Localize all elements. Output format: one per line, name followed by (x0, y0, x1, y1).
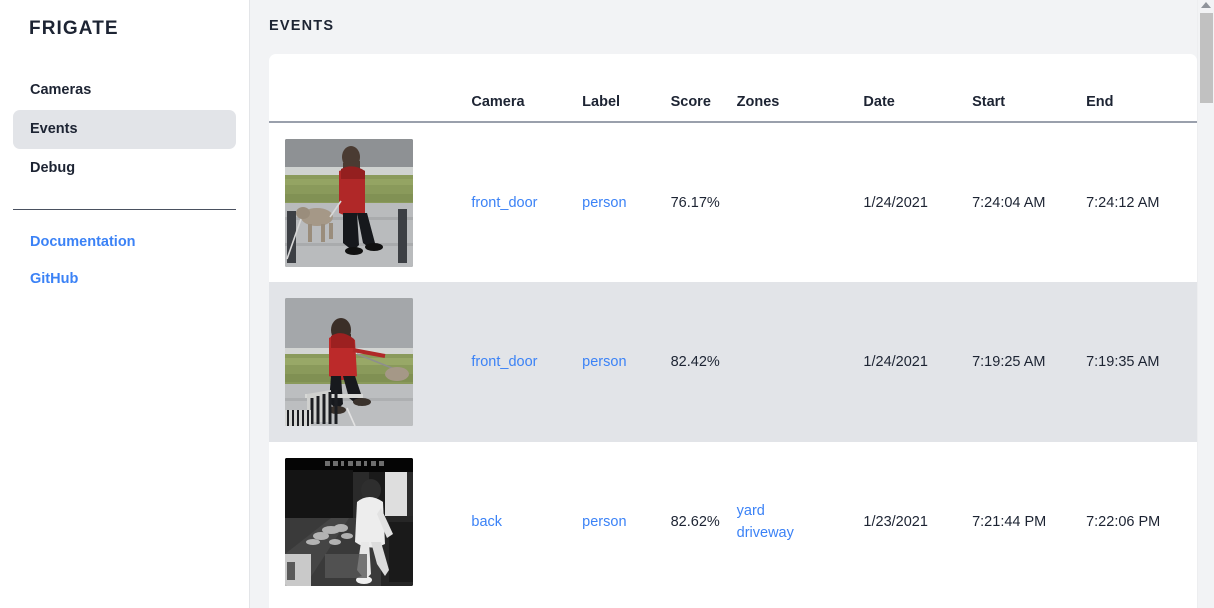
thumbnail-night-infrared-person (285, 458, 413, 586)
main-content: EVENTS Camera Label Score Zones Date Sta… (250, 0, 1214, 608)
sidebar-link-github[interactable]: GitHub (30, 271, 79, 287)
column-header-date[interactable]: Date (846, 54, 956, 123)
table-row[interactable]: front_door person 76.17% 1/24/2021 7:24:… (269, 122, 1197, 282)
event-date-cell: 1/24/2021 (846, 282, 956, 442)
sidebar-nav: Cameras Events Debug (0, 71, 249, 188)
event-label-cell[interactable]: person (565, 442, 653, 602)
event-camera-link[interactable]: front_door (471, 354, 538, 370)
sidebar-divider (13, 209, 236, 210)
table-header-row: Camera Label Score Zones Date Start End (269, 54, 1197, 123)
event-camera-cell[interactable]: front_door (454, 282, 566, 442)
thumbnail-person-red-coat (285, 298, 413, 426)
event-zones-cell (719, 282, 847, 442)
event-score-cell: 82.62% (670, 514, 720, 530)
event-start-cell: 7:21:44 PM (972, 514, 1047, 530)
event-label-cell[interactable]: person (565, 282, 654, 442)
column-header-thumbnail (269, 54, 455, 123)
column-header-score[interactable]: Score (653, 54, 720, 123)
event-label-link[interactable]: person (582, 194, 627, 211)
event-end-cell: 7:22:06 PM (1086, 514, 1161, 530)
page-title: EVENTS (269, 18, 335, 34)
sidebar: FRIGATE Cameras Events Debug Documentati… (0, 0, 250, 608)
column-header-label[interactable]: Label (565, 54, 654, 123)
events-table-body: front_door person 76.17% 1/24/2021 7:24:… (269, 122, 1197, 602)
column-header-camera[interactable]: Camera (454, 54, 566, 123)
event-label-link[interactable]: person (582, 514, 627, 530)
event-camera-cell[interactable]: back (454, 442, 565, 602)
sidebar-item-debug[interactable]: Debug (30, 160, 76, 176)
event-thumbnail-cell[interactable] (269, 122, 454, 282)
column-header-start[interactable]: Start (955, 54, 1070, 123)
column-header-zones[interactable]: Zones (719, 54, 847, 123)
sidebar-item-cameras[interactable]: Cameras (30, 82, 92, 98)
event-thumbnail-cell[interactable] (269, 442, 454, 602)
event-date-cell: 1/24/2021 (863, 194, 928, 211)
scrollbar-thumb[interactable] (1200, 13, 1213, 103)
event-score-cell: 76.17% (670, 194, 720, 211)
event-date-cell: 1/23/2021 (863, 514, 928, 530)
vertical-scrollbar[interactable] (1197, 0, 1214, 608)
event-zones-cell[interactable]: yard driveway (720, 442, 847, 602)
column-header-end[interactable]: End (1069, 54, 1197, 123)
sidebar-item-events[interactable]: Events (13, 110, 236, 149)
event-camera-link[interactable]: front_door (471, 194, 538, 211)
sidebar-link-documentation[interactable]: Documentation (30, 234, 136, 250)
event-camera-link[interactable]: back (471, 514, 503, 530)
thumbnail-daylight-person-dog (285, 138, 413, 267)
table-row[interactable]: front_door person 82.42% 1/24/2021 7:19:… (269, 282, 1197, 442)
event-zones-cell (720, 122, 847, 282)
event-zone-link[interactable]: yard (736, 503, 765, 519)
triangle-up-icon[interactable] (1201, 2, 1211, 8)
event-thumbnail-image[interactable] (285, 458, 413, 586)
sidebar-external-links: Documentation GitHub (0, 224, 249, 298)
table-row[interactable]: back person 82.62% yard driveway 1/23/20… (269, 442, 1197, 602)
event-thumbnail-image[interactable] (285, 138, 413, 267)
event-end-cell: 7:24:12 AM (1086, 194, 1160, 211)
event-score-cell: 82.42% (653, 282, 720, 442)
event-end-cell: 7:19:35 AM (1069, 282, 1197, 442)
event-camera-cell[interactable]: front_door (454, 122, 565, 282)
event-start-cell: 7:24:04 AM (972, 194, 1046, 211)
event-label-cell[interactable]: person (565, 122, 653, 282)
events-table-header: Camera Label Score Zones Date Start End (269, 54, 1197, 123)
event-thumbnail-cell[interactable] (269, 282, 455, 442)
event-start-cell: 7:19:25 AM (955, 282, 1070, 442)
event-zone-link[interactable]: driveway (736, 525, 794, 541)
event-thumbnail-image[interactable] (285, 298, 413, 426)
events-card: Camera Label Score Zones Date Start End (269, 54, 1197, 608)
app-brand-title: FRIGATE (29, 18, 119, 39)
events-table: Camera Label Score Zones Date Start End (269, 54, 1197, 602)
event-label-link[interactable]: person (582, 354, 627, 370)
